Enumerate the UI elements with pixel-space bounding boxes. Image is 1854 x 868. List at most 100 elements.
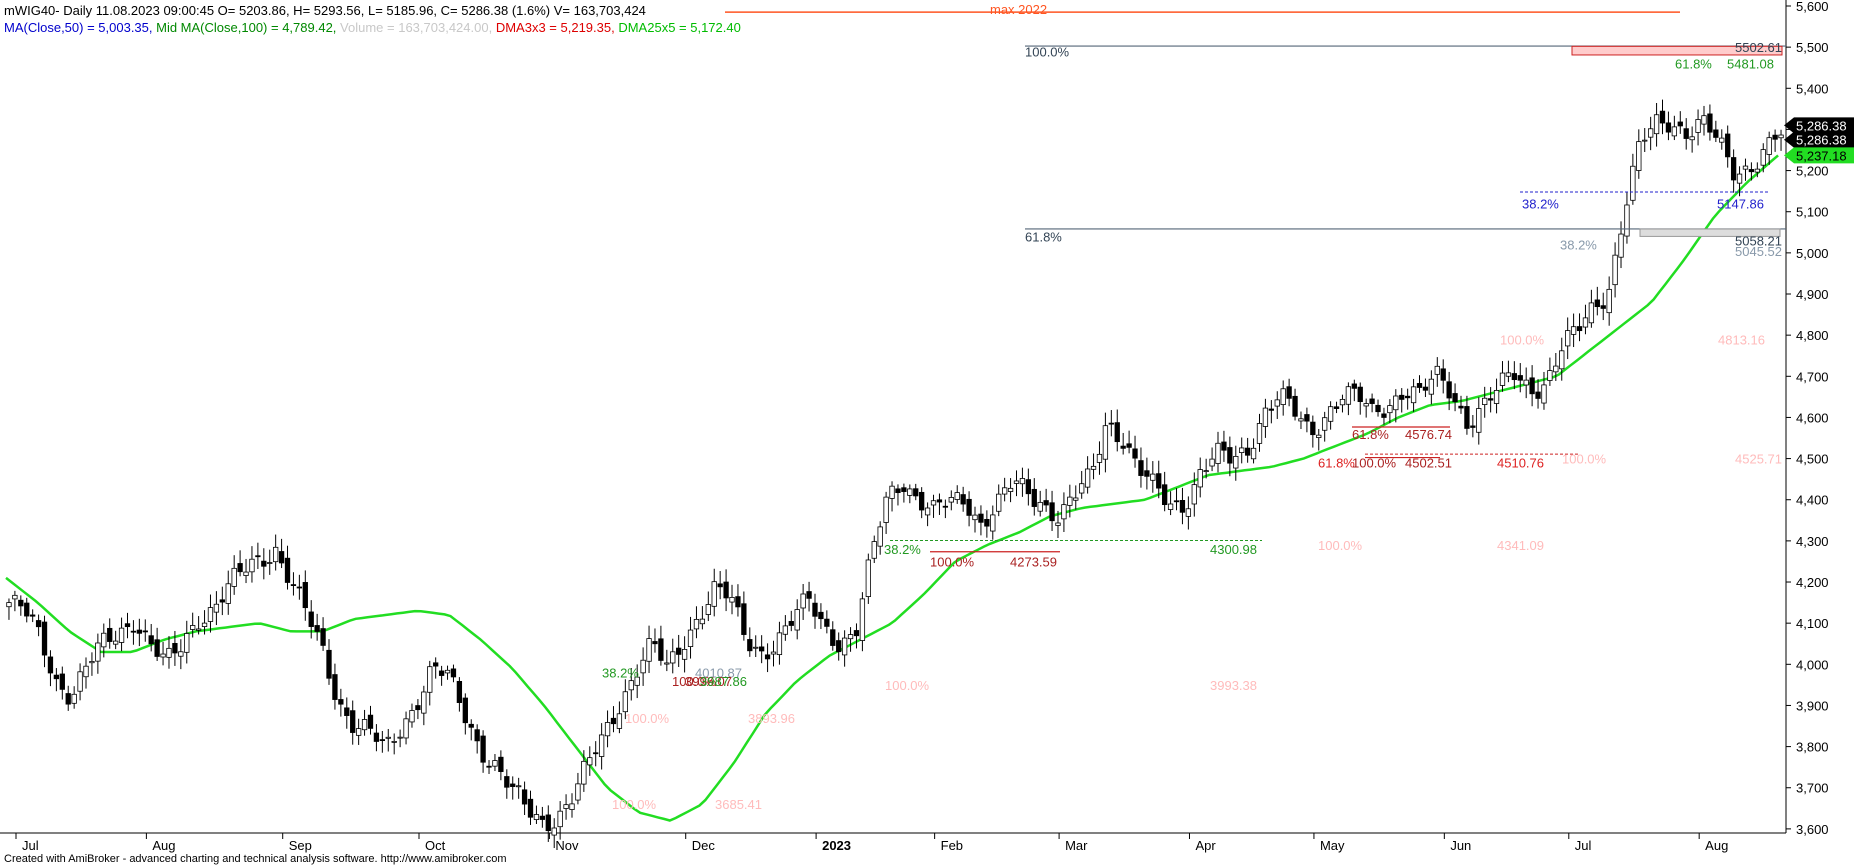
- annotation-label: 38.2%: [884, 542, 921, 557]
- candle-body: [1203, 470, 1209, 473]
- candle-body: [652, 641, 658, 645]
- candle-body: [1280, 388, 1286, 405]
- candle-body: [1736, 173, 1743, 184]
- y-tick-label: 4,200: [1796, 575, 1829, 590]
- candle-body: [758, 646, 765, 652]
- candle-body: [112, 640, 119, 645]
- chart-grid: [0, 0, 1787, 834]
- candle-body: [1659, 110, 1666, 124]
- annotation-label: 5502.61: [1735, 40, 1782, 55]
- candle-body: [225, 583, 231, 604]
- candle-body: [687, 629, 694, 647]
- annotation-label: 100.0%: [612, 797, 657, 812]
- annotation-label: 100.0%: [1025, 44, 1070, 59]
- candle-body: [1618, 233, 1624, 258]
- candle-body: [545, 814, 551, 832]
- candle-body: [859, 598, 866, 641]
- candle-body: [172, 643, 178, 654]
- candle-body: [338, 699, 344, 705]
- annotation-label: 4502.51: [1405, 456, 1452, 471]
- candle-body: [1766, 137, 1772, 155]
- candle-body: [12, 594, 18, 600]
- max-2022-label: max 2022: [990, 2, 1047, 17]
- candle-body: [1019, 478, 1026, 485]
- candle-body: [569, 803, 575, 810]
- candle-body: [1665, 122, 1672, 133]
- candle-body: [1345, 386, 1352, 405]
- ma50-line: [5, 154, 1779, 822]
- candle-body: [415, 705, 421, 711]
- candle-body: [1476, 408, 1482, 433]
- support-zone: [1639, 228, 1781, 237]
- candle-body: [1191, 484, 1197, 505]
- fibonacci-levels: max 2022: [725, 2, 1786, 553]
- candle-body: [30, 614, 36, 617]
- candle-body: [1244, 447, 1251, 456]
- candle-body: [1511, 373, 1517, 381]
- annotation-label: 38.2%: [1522, 196, 1559, 211]
- candle-body: [332, 674, 338, 700]
- annotation-label: 4010.87: [695, 666, 742, 681]
- annotation-label: 61.8%: [1675, 57, 1712, 72]
- candle-body: [628, 680, 634, 691]
- candle-body: [1304, 414, 1310, 422]
- candle-body: [812, 602, 818, 617]
- candle-body: [587, 757, 593, 766]
- candle-body: [895, 488, 901, 494]
- candle-body: [284, 557, 291, 583]
- dma3-label: DMA3x3 = 5,219.35,: [495, 20, 615, 35]
- candle-body: [634, 676, 640, 686]
- y-tick-label: 4,300: [1796, 534, 1829, 549]
- candle-body: [883, 496, 889, 523]
- candle-body: [575, 783, 581, 801]
- candle-body: [1393, 395, 1399, 411]
- candle-body: [1001, 487, 1008, 495]
- candle-body: [178, 651, 184, 657]
- candle-body: [1760, 149, 1766, 166]
- candle-body: [705, 604, 711, 615]
- annotation-label: 4341.09: [1497, 538, 1544, 553]
- candle-body: [1156, 473, 1162, 489]
- candle-body: [717, 583, 723, 588]
- candle-body: [1707, 113, 1713, 133]
- candle-body: [907, 488, 913, 496]
- candle-body: [136, 629, 143, 634]
- candle-body: [1517, 375, 1523, 381]
- candle-body: [65, 693, 71, 705]
- candle-body: [1037, 501, 1043, 512]
- annotation-label: 100.0%: [625, 711, 670, 726]
- candle-body: [160, 653, 166, 658]
- candle-body: [154, 639, 160, 657]
- candle-body: [1369, 398, 1375, 404]
- candle-body: [1138, 460, 1144, 476]
- candle-body: [1173, 500, 1180, 503]
- candle-body: [124, 623, 131, 628]
- candle-body: [391, 741, 397, 743]
- candle-body: [670, 651, 676, 664]
- x-tick-label: Jul: [1575, 838, 1592, 853]
- candle-body: [1464, 406, 1470, 429]
- x-tick-label: May: [1320, 838, 1345, 853]
- y-tick-label: 4,700: [1796, 369, 1829, 384]
- candle-body: [1452, 393, 1458, 403]
- candle-body: [1096, 453, 1103, 463]
- candle-body: [699, 618, 706, 625]
- candle-body: [255, 555, 261, 558]
- price-tag-label: 5,286.38: [1796, 118, 1847, 133]
- annotation-label: 61.8%: [1025, 229, 1062, 244]
- candle-body: [1547, 370, 1553, 381]
- candle-body: [35, 620, 42, 628]
- dma25-label: DMA25x5 = 5,172.40: [618, 20, 741, 35]
- x-tick-label: Jun: [1450, 838, 1471, 853]
- candle-body: [1541, 384, 1547, 404]
- candle-body: [89, 661, 95, 664]
- candle-body: [676, 647, 682, 655]
- candle-body: [1239, 447, 1245, 453]
- candle-body: [693, 618, 700, 630]
- candle-body: [6, 602, 12, 608]
- candle-body: [1582, 317, 1589, 328]
- candle-body: [409, 710, 415, 723]
- candle-body: [1209, 458, 1215, 467]
- price-tags: 5,286.385,286.385,237.18: [1784, 117, 1854, 164]
